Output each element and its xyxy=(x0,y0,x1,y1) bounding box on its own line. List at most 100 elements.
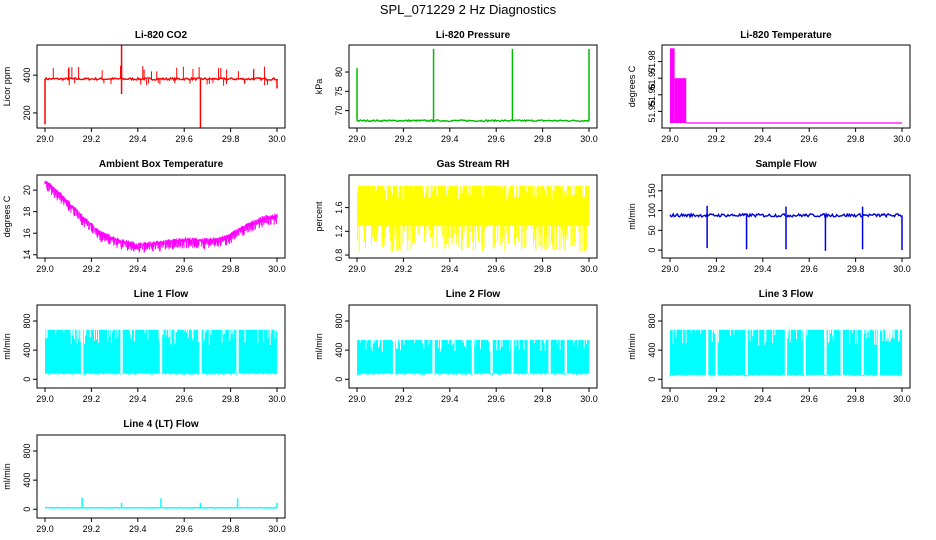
band-gap xyxy=(548,338,551,374)
x-tick-label: 30.0 xyxy=(580,394,598,404)
y-tick-label: 0 xyxy=(647,377,657,382)
x-tick-label: 29.2 xyxy=(395,394,413,404)
panel-1: Li-820 CO2 29.0 29.2 29.4 29.6 29.8 30.0 200 400… xyxy=(2,30,286,144)
panel-2: Li-820 Pressure 29.0 29.2 29.4 29.6 29.8 30.0 7… xyxy=(314,30,598,144)
step-block xyxy=(674,78,687,124)
x-tick-label: 29.8 xyxy=(222,264,240,274)
x-tick-label: 29.8 xyxy=(534,394,552,404)
y-tick-label: 80 xyxy=(334,67,344,77)
x-tick-label: 30.0 xyxy=(893,264,911,274)
y-tick-label: 75 xyxy=(334,86,344,96)
x-tick-label: 29.6 xyxy=(487,264,505,274)
y-tick-label: 50 xyxy=(647,225,657,235)
plot-frame xyxy=(661,44,911,129)
x-tick-label: 29.6 xyxy=(800,264,818,274)
x-tick-label: 29.4 xyxy=(754,264,772,274)
y-tick-label: 51.95 xyxy=(647,100,657,123)
panel-6: Sample Flow 29.0 29.2 29.4 29.6 29.8 30.0 0 50 10… xyxy=(627,159,911,274)
x-tick-label: 29.6 xyxy=(175,264,193,274)
x-tick-label: 29.6 xyxy=(487,394,505,404)
x-tick-label: 29.2 xyxy=(708,264,726,274)
x-tick-label: 29.4 xyxy=(754,394,772,404)
band-gap xyxy=(803,328,806,375)
band-gap xyxy=(527,338,530,374)
x-tick-label: 30.0 xyxy=(580,134,598,144)
band-gap xyxy=(824,328,827,375)
plot-frame xyxy=(661,174,911,259)
panel-title: Line 2 Flow xyxy=(446,289,501,300)
data-series xyxy=(356,48,590,123)
x-tick-label: 29.8 xyxy=(222,134,240,144)
data-series xyxy=(45,328,278,375)
x-tick-label: 29.2 xyxy=(83,524,101,534)
y-axis-label: ml/min xyxy=(627,333,637,360)
y-tick-label: 20 xyxy=(22,185,32,195)
band-gap xyxy=(392,338,396,374)
band-gap xyxy=(159,328,163,374)
y-axis-label: kPa xyxy=(314,79,324,95)
x-tick-label: 29.8 xyxy=(222,394,240,404)
y-tick-label: 150 xyxy=(647,183,657,198)
x-tick-label: 29.0 xyxy=(36,524,54,534)
x-tick-label: 29.6 xyxy=(800,134,818,144)
y-axis-label: degrees C xyxy=(2,195,12,237)
plot-frame xyxy=(348,174,598,259)
x-tick-label: 29.2 xyxy=(395,134,413,144)
x-tick-label: 30.0 xyxy=(268,524,286,534)
band-fill xyxy=(357,185,589,226)
x-tick-label: 30.0 xyxy=(268,134,286,144)
x-tick-label: 29.0 xyxy=(36,264,54,274)
x-tick-label: 29.4 xyxy=(129,134,147,144)
plot-frame xyxy=(36,434,286,519)
y-tick-label: 100 xyxy=(647,203,657,218)
x-tick-label: 29.8 xyxy=(847,264,865,274)
x-tick-label: 29.4 xyxy=(129,394,147,404)
plot-frame xyxy=(348,304,598,389)
band-gap xyxy=(471,338,475,374)
plot-frame xyxy=(661,304,911,389)
data-series xyxy=(670,48,902,124)
band-gap xyxy=(745,328,748,375)
y-tick-label: 800 xyxy=(334,314,344,329)
x-tick-label: 29.0 xyxy=(36,394,54,404)
band-gap xyxy=(511,338,514,374)
x-tick-label: 30.0 xyxy=(268,394,286,404)
panel-9: Line 3 Flow 29.0 29.2 29.4 29.6 29.8 30.0 0 400 8… xyxy=(627,289,911,404)
band-gap xyxy=(199,328,202,374)
x-tick-label: 29.6 xyxy=(175,394,193,404)
panel-title: Li-820 Pressure xyxy=(436,30,511,41)
y-axis-label: Licor ppm xyxy=(2,67,12,107)
x-tick-label: 29.2 xyxy=(83,394,101,404)
x-tick-label: 30.0 xyxy=(893,134,911,144)
panel-title: Sample Flow xyxy=(755,159,816,170)
y-tick-label: 0 xyxy=(647,248,657,253)
y-tick-label: 400 xyxy=(22,473,32,488)
plot-frame xyxy=(36,44,286,129)
band-gap xyxy=(236,328,239,374)
panel-7: Line 1 Flow 29.0 29.2 29.4 29.6 29.8 30.0 0 400 8… xyxy=(2,289,286,404)
series-line xyxy=(356,118,590,123)
x-tick-label: 29.6 xyxy=(175,134,193,144)
y-tick-label: 70 xyxy=(334,106,344,116)
band-gap xyxy=(120,328,123,374)
y-tick-label: 800 xyxy=(647,314,657,329)
band-gap xyxy=(715,328,718,375)
y-tick-label: 800 xyxy=(22,444,32,459)
panel-title: Ambient Box Temperature xyxy=(99,159,224,170)
y-tick-label: 1.6 xyxy=(334,201,344,214)
y-axis-label: ml/min xyxy=(314,333,324,360)
data-series xyxy=(357,185,589,252)
y-tick-label: 800 xyxy=(22,314,32,329)
x-tick-label: 29.4 xyxy=(441,264,459,274)
x-tick-label: 29.8 xyxy=(847,394,865,404)
y-tick-label: 0 xyxy=(22,377,32,382)
data-series xyxy=(44,180,278,253)
band-gap xyxy=(432,338,435,374)
x-tick-label: 29.4 xyxy=(129,264,147,274)
x-tick-label: 29.6 xyxy=(800,394,818,404)
y-tick-label: 18 xyxy=(22,207,32,217)
step-block xyxy=(670,48,675,124)
x-tick-label: 29.4 xyxy=(129,524,147,534)
